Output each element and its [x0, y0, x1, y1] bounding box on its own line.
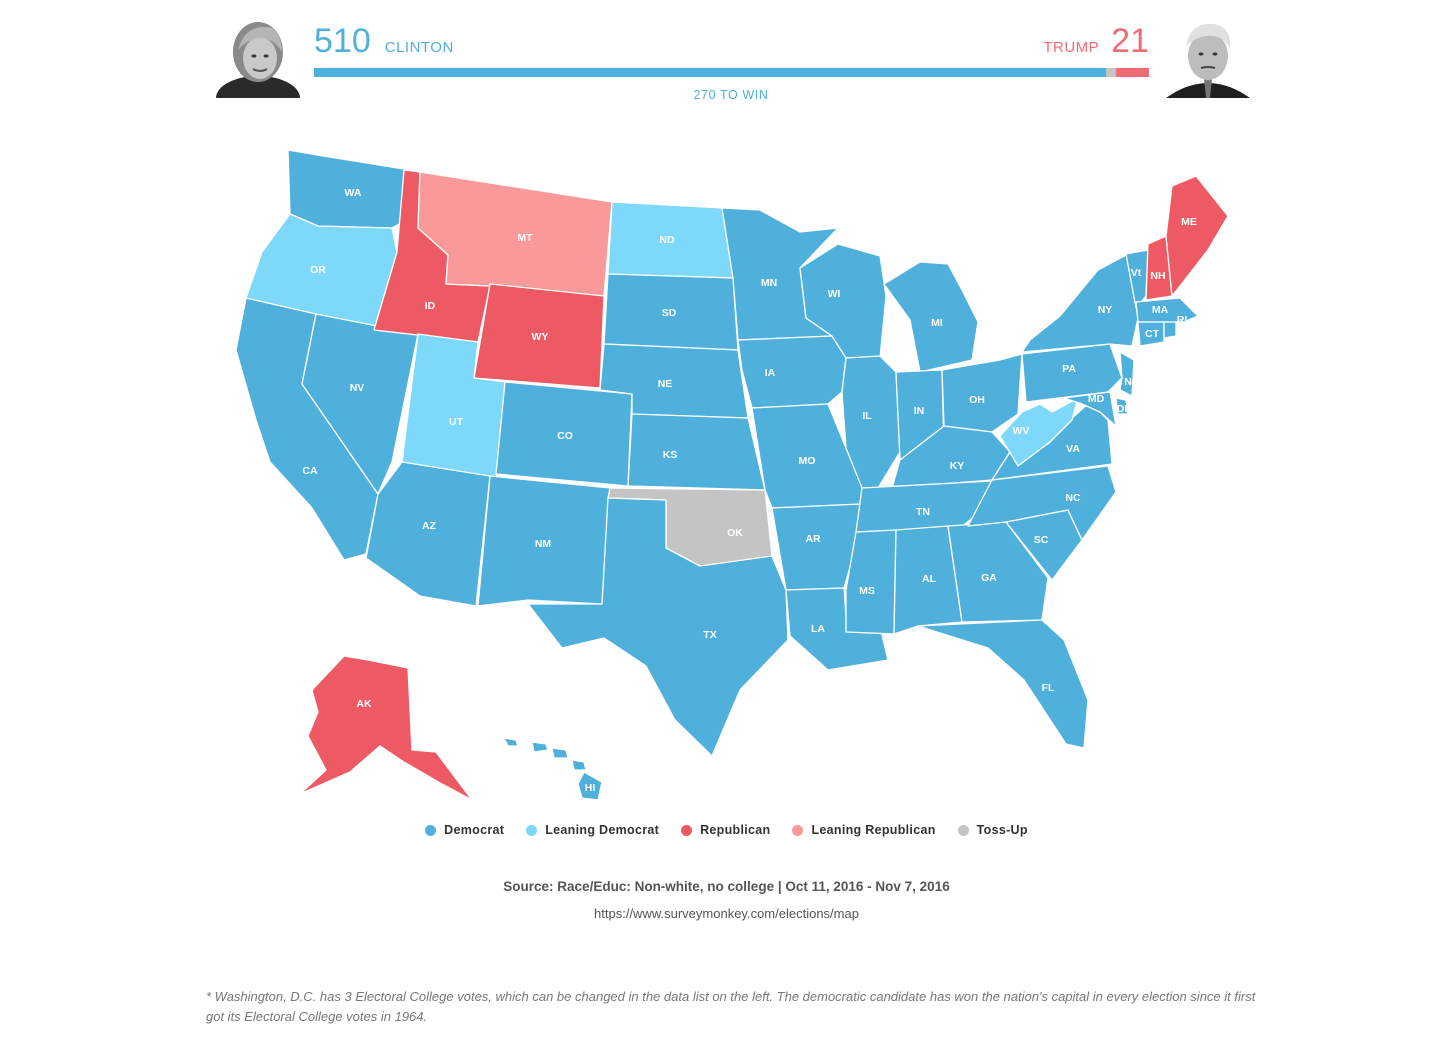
legend-label-lrep: Leaning Republican	[811, 823, 936, 837]
state-nj[interactable]	[1119, 351, 1135, 397]
state-wa[interactable]	[287, 149, 411, 229]
legend-label-ldem: Leaning Democrat	[545, 823, 660, 837]
legend-swatch-toss	[957, 824, 969, 836]
state-ia[interactable]	[737, 335, 847, 409]
win-threshold-marker	[726, 71, 736, 77]
legend-label-dem: Democrat	[444, 823, 505, 837]
state-al[interactable]	[893, 525, 963, 635]
state-sd[interactable]	[603, 273, 739, 351]
legend-label-toss: Toss-Up	[976, 823, 1028, 837]
legend-swatch-rep	[681, 824, 693, 836]
trump-portrait	[1166, 12, 1250, 98]
legend-item-ldem: Leaning Democrat	[526, 823, 659, 837]
state-ri[interactable]	[1163, 321, 1177, 339]
state-hi[interactable]	[503, 737, 603, 801]
legend-label-rep: Republican	[700, 823, 771, 837]
legend-item-lrep: Leaning Republican	[792, 823, 935, 837]
state-de[interactable]	[1115, 397, 1129, 415]
state-ar[interactable]	[771, 503, 863, 591]
trump-tally: TRUMP 21	[1043, 24, 1149, 58]
clinton-tally: 510 CLINTON	[314, 24, 454, 58]
state-wy[interactable]	[473, 283, 605, 389]
state-me[interactable]	[1165, 175, 1229, 297]
state-nd[interactable]	[607, 201, 734, 279]
state-az[interactable]	[365, 461, 491, 607]
state-ct[interactable]	[1137, 321, 1165, 347]
toss-up-vote-segment	[1105, 68, 1117, 77]
clinton-votes: 510	[314, 22, 371, 60]
state-tx[interactable]	[527, 497, 789, 757]
state-ma[interactable]	[1135, 297, 1199, 323]
state-mi[interactable]	[883, 261, 979, 373]
state-ks[interactable]	[627, 413, 766, 491]
legend-swatch-dem	[425, 824, 437, 836]
legend-item-toss: Toss-Up	[957, 823, 1028, 837]
dc-footnote: * Washington, D.C. has 3 Electoral Colle…	[206, 989, 1256, 1024]
state-la[interactable]	[785, 587, 889, 671]
trump-votes: 21	[1111, 22, 1149, 60]
win-threshold-label: 270 TO WIN	[693, 88, 769, 102]
state-ms[interactable]	[845, 529, 897, 635]
state-fl[interactable]	[917, 619, 1089, 749]
state-ny[interactable]	[1021, 253, 1139, 353]
state-ak[interactable]	[299, 655, 473, 801]
state-nc[interactable]	[967, 465, 1117, 541]
trump-vote-segment	[1116, 68, 1149, 77]
clinton-name: CLINTON	[384, 39, 454, 56]
legend-swatch-ldem	[526, 824, 538, 836]
state-co[interactable]	[495, 381, 633, 487]
source-line: Source: Race/Educ: Non-white, no college…	[503, 879, 950, 894]
source-url: https://www.surveymonkey.com/elections/m…	[594, 906, 859, 921]
legend-item-dem: Democrat	[425, 823, 504, 837]
state-nm[interactable]	[477, 475, 611, 607]
map-legend: Democrat Leaning Democrat Republican Leanin…	[0, 823, 1453, 837]
state-mt[interactable]	[417, 171, 613, 297]
state-oh[interactable]	[941, 353, 1023, 433]
legend-swatch-lrep	[792, 824, 804, 836]
legend-item-rep: Republican	[681, 823, 770, 837]
trump-name: TRUMP	[1043, 39, 1100, 56]
clinton-vote-segment	[314, 68, 1106, 77]
state-md[interactable]	[1063, 391, 1117, 427]
clinton-portrait	[216, 12, 300, 98]
